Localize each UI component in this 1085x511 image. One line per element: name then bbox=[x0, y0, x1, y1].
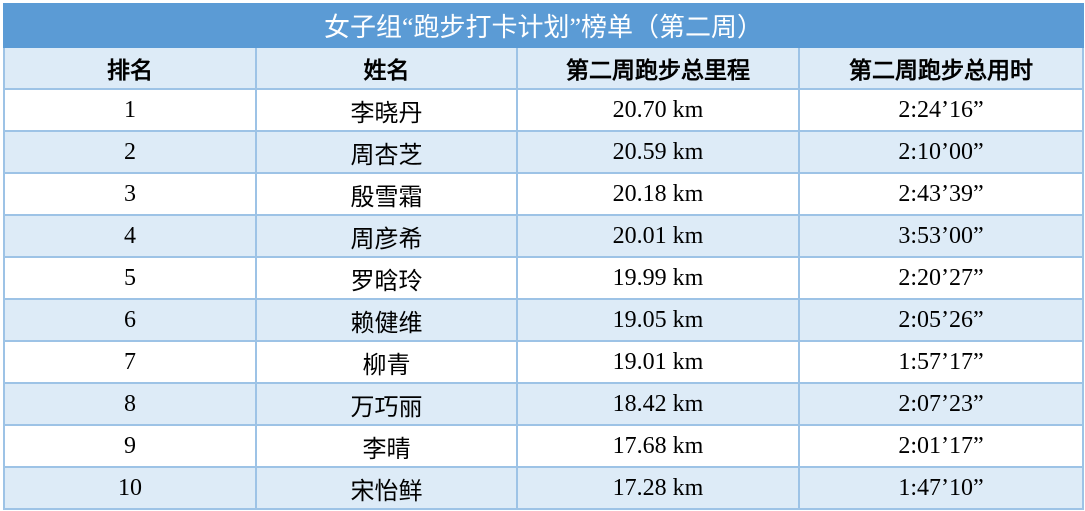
time-cell: 2:20’27” bbox=[797, 256, 1085, 300]
time-cell: 1:57’17” bbox=[797, 340, 1085, 384]
name-cell: 李晴 bbox=[255, 424, 518, 468]
time-cell: 2:43’39” bbox=[797, 172, 1085, 216]
time-cell: 2:05’26” bbox=[797, 298, 1085, 342]
distance-cell: 20.70 km bbox=[516, 88, 800, 132]
time-cell: 2:24’16” bbox=[797, 88, 1085, 132]
time-cell: 2:10’00” bbox=[797, 130, 1085, 174]
distance-cell: 19.99 km bbox=[516, 256, 800, 300]
rank-cell: 8 bbox=[3, 382, 257, 426]
time-cell: 2:01’17” bbox=[797, 424, 1085, 468]
distance-cell: 20.59 km bbox=[516, 130, 800, 174]
rank-cell: 6 bbox=[3, 298, 257, 342]
distance-cell: 20.01 km bbox=[516, 214, 800, 258]
table-row: 2 周杏芝 20.59 km 2:10’00” bbox=[3, 130, 1085, 174]
rank-cell: 4 bbox=[3, 214, 257, 258]
name-cell: 李晓丹 bbox=[255, 88, 518, 132]
name-cell: 周杏芝 bbox=[255, 130, 518, 174]
distance-cell: 20.18 km bbox=[516, 172, 800, 216]
table-row: 5 罗晗玲 19.99 km 2:20’27” bbox=[3, 256, 1085, 300]
distance-cell: 17.28 km bbox=[516, 466, 800, 510]
table-row: 4 周彦希 20.01 km 3:53’00” bbox=[3, 214, 1085, 258]
rank-cell: 3 bbox=[3, 172, 257, 216]
distance-cell: 19.01 km bbox=[516, 340, 800, 384]
name-cell: 万巧丽 bbox=[255, 382, 518, 426]
name-cell: 周彦希 bbox=[255, 214, 518, 258]
table-title: 女子组“跑步打卡计划”榜单（第二周） bbox=[2, 3, 1085, 48]
time-cell: 2:07’23” bbox=[797, 382, 1085, 426]
rank-cell: 7 bbox=[3, 340, 257, 384]
table-row: 7 柳青 19.01 km 1:57’17” bbox=[3, 340, 1085, 384]
title-row: 女子组“跑步打卡计划”榜单（第二周） bbox=[2, 3, 1085, 48]
header-name: 姓名 bbox=[255, 46, 518, 90]
table-row: 9 李晴 17.68 km 2:01’17” bbox=[3, 424, 1085, 468]
name-cell: 宋怡鲜 bbox=[255, 466, 518, 510]
header-distance: 第二周跑步总里程 bbox=[516, 46, 800, 90]
name-cell: 柳青 bbox=[255, 340, 518, 384]
table-row: 10 宋怡鲜 17.28 km 1:47’10” bbox=[3, 466, 1085, 510]
name-cell: 赖健维 bbox=[255, 298, 518, 342]
rank-cell: 2 bbox=[3, 130, 257, 174]
leaderboard-table: 女子组“跑步打卡计划”榜单（第二周） 排名 姓名 第二周跑步总里程 第二周跑步总… bbox=[2, 3, 1085, 510]
distance-cell: 19.05 km bbox=[516, 298, 800, 342]
distance-cell: 18.42 km bbox=[516, 382, 800, 426]
header-rank: 排名 bbox=[3, 46, 257, 90]
table-row: 3 殷雪霜 20.18 km 2:43’39” bbox=[3, 172, 1085, 216]
rank-cell: 10 bbox=[3, 466, 257, 510]
time-cell: 1:47’10” bbox=[797, 466, 1085, 510]
table-row: 8 万巧丽 18.42 km 2:07’23” bbox=[3, 382, 1085, 426]
rank-cell: 5 bbox=[3, 256, 257, 300]
name-cell: 罗晗玲 bbox=[255, 256, 518, 300]
table-row: 1 李晓丹 20.70 km 2:24’16” bbox=[3, 88, 1085, 132]
time-cell: 3:53’00” bbox=[797, 214, 1085, 258]
rank-cell: 1 bbox=[3, 88, 257, 132]
rank-cell: 9 bbox=[3, 424, 257, 468]
table-row: 6 赖健维 19.05 km 2:05’26” bbox=[3, 298, 1085, 342]
name-cell: 殷雪霜 bbox=[255, 172, 518, 216]
distance-cell: 17.68 km bbox=[516, 424, 800, 468]
header-row: 排名 姓名 第二周跑步总里程 第二周跑步总用时 bbox=[3, 46, 1085, 90]
header-time: 第二周跑步总用时 bbox=[797, 46, 1085, 90]
